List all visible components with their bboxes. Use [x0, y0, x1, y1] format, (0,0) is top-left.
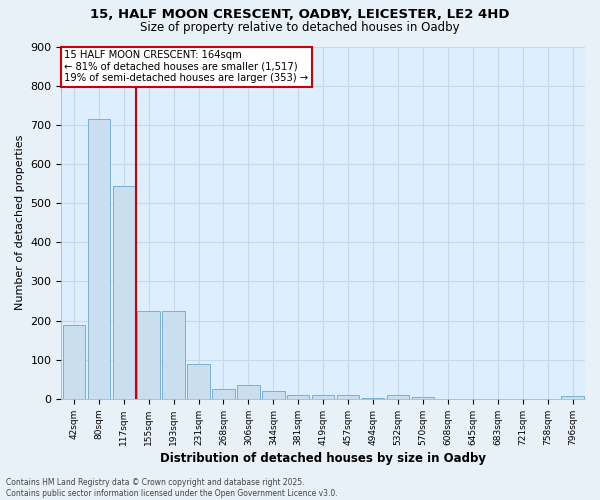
Text: Size of property relative to detached houses in Oadby: Size of property relative to detached ho… — [140, 21, 460, 34]
Bar — [412, 397, 434, 399]
Bar — [237, 386, 260, 399]
Bar — [337, 395, 359, 399]
Bar — [562, 396, 584, 399]
Bar — [163, 311, 185, 399]
Bar — [62, 324, 85, 399]
Bar — [212, 389, 235, 399]
Y-axis label: Number of detached properties: Number of detached properties — [15, 135, 25, 310]
X-axis label: Distribution of detached houses by size in Oadby: Distribution of detached houses by size … — [160, 452, 486, 465]
Text: 15 HALF MOON CRESCENT: 164sqm
← 81% of detached houses are smaller (1,517)
19% o: 15 HALF MOON CRESCENT: 164sqm ← 81% of d… — [64, 50, 308, 83]
Text: 15, HALF MOON CRESCENT, OADBY, LEICESTER, LE2 4HD: 15, HALF MOON CRESCENT, OADBY, LEICESTER… — [90, 8, 510, 20]
Bar — [262, 391, 284, 399]
Bar — [362, 398, 384, 399]
Bar — [113, 186, 135, 399]
Bar — [137, 311, 160, 399]
Bar — [88, 119, 110, 399]
Bar — [187, 364, 210, 399]
Bar — [312, 395, 334, 399]
Text: Contains HM Land Registry data © Crown copyright and database right 2025.
Contai: Contains HM Land Registry data © Crown c… — [6, 478, 338, 498]
Bar — [387, 395, 409, 399]
Bar — [287, 395, 310, 399]
